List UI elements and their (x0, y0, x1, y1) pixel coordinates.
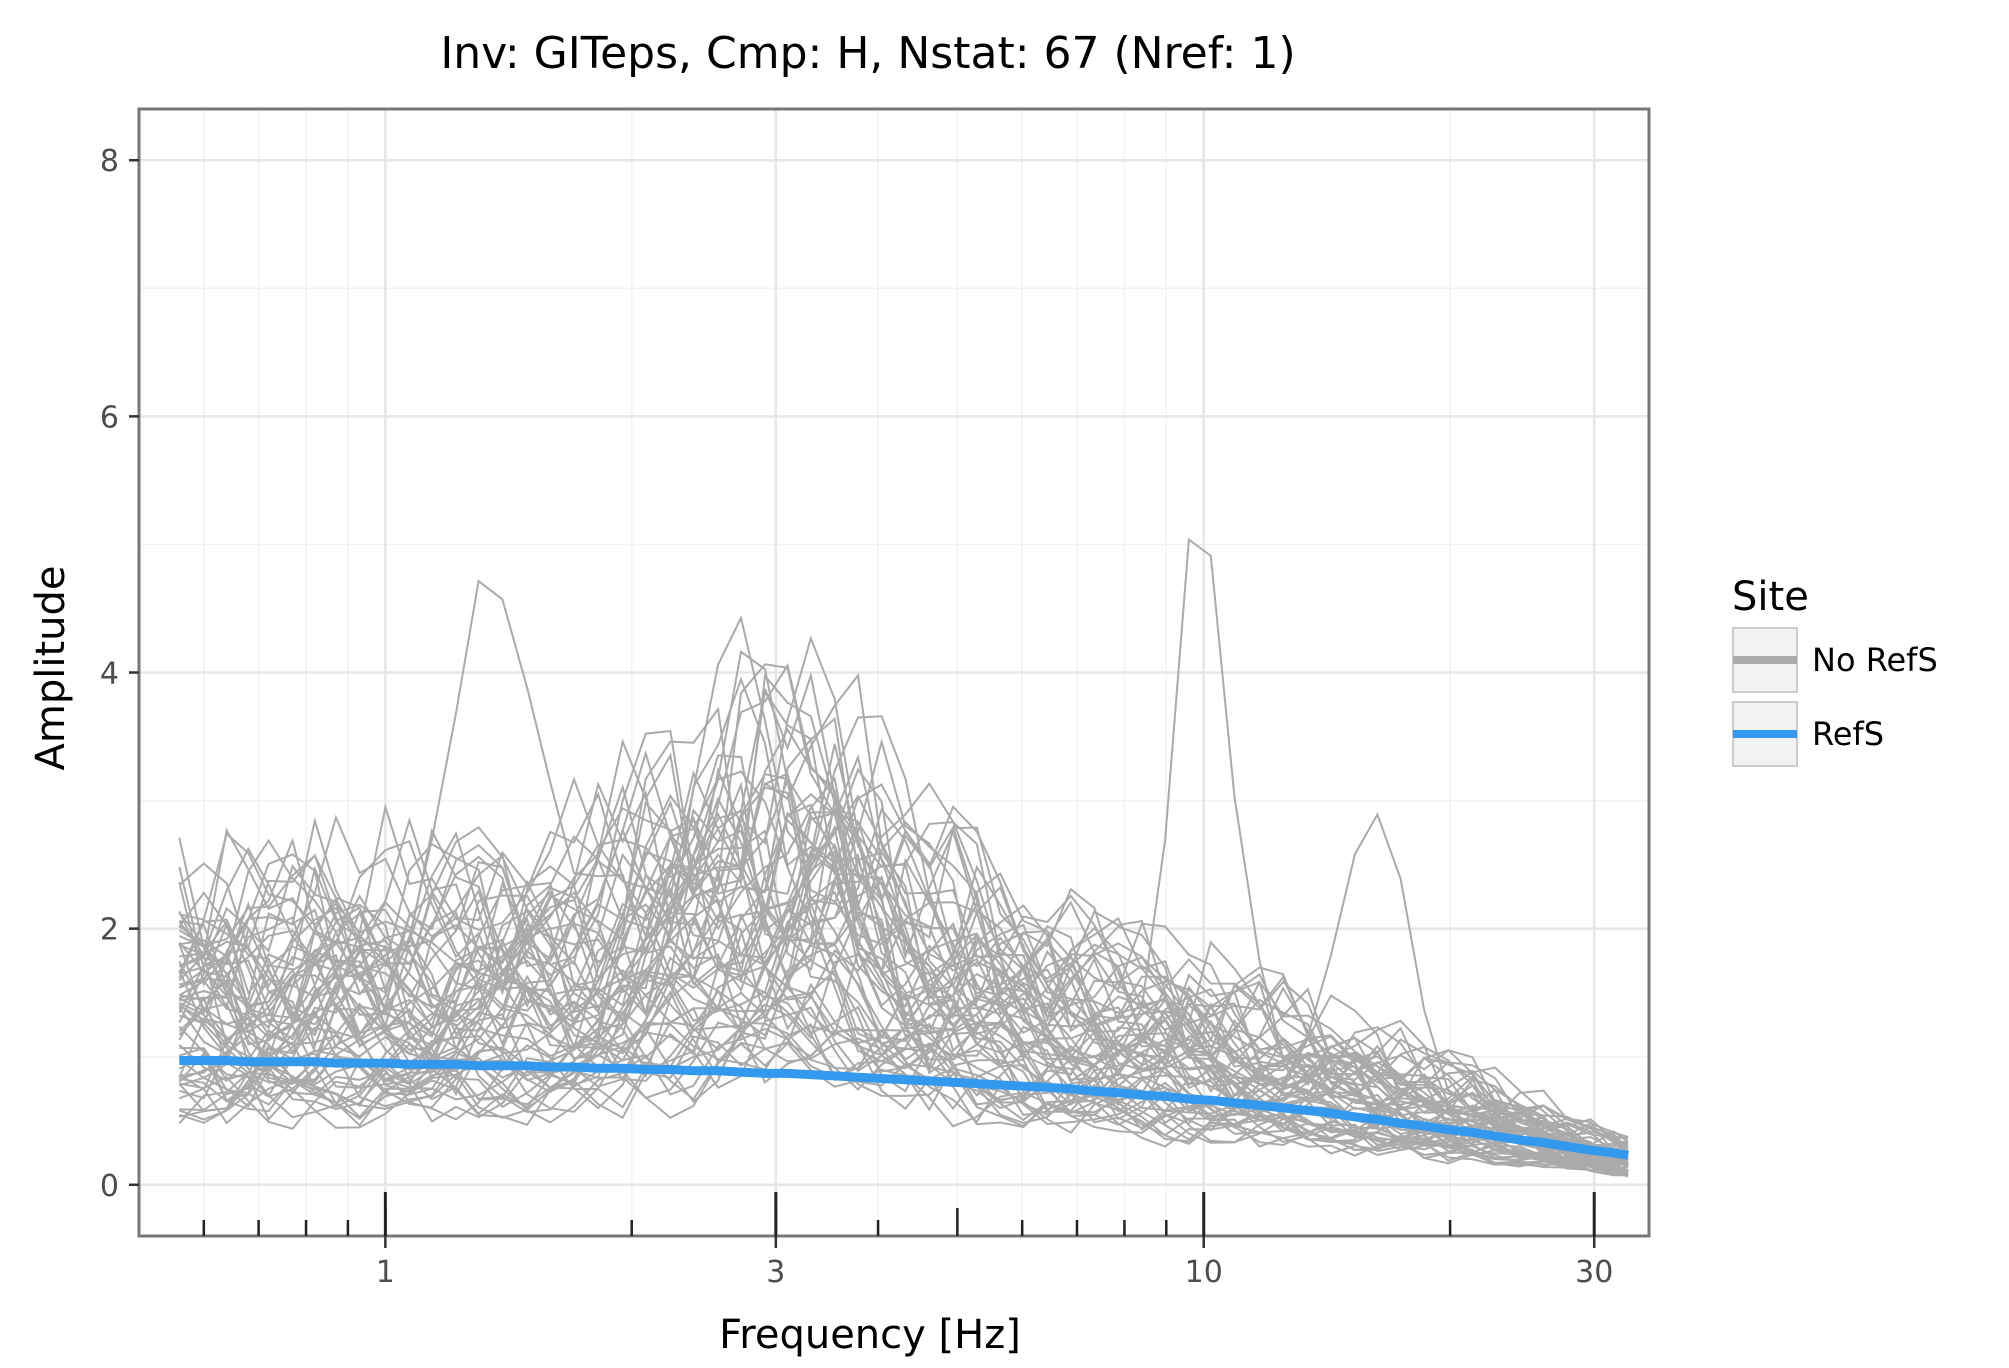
chart-title: Inv: GITeps, Cmp: H, Nstat: 67 (Nref: 1) (440, 28, 1295, 79)
no-refs-station-line (179, 772, 1629, 1153)
series-line-refs (179, 1056, 1629, 1160)
x-tick-label: 30 (1575, 1255, 1613, 1290)
y-tick-label: 6 (100, 400, 119, 435)
y-tick-label: 2 (100, 913, 119, 948)
no-refs-station-line (178, 673, 1629, 1152)
x-tick-label: 10 (1185, 1255, 1223, 1290)
no-refs-station-line (179, 995, 1629, 1172)
no-refs-station-line (179, 796, 1629, 1164)
no-refs-station-line (178, 689, 1629, 1152)
legend-label: RefS (1812, 715, 1884, 753)
x-axis: 1 3 10 30 (202, 1192, 1613, 1290)
y-axis-label: Amplitude (28, 566, 74, 771)
y-axis: 0 2 4 6 8 (100, 144, 139, 1204)
y-tick-label: 8 (100, 144, 119, 179)
no-refs-station-line (179, 614, 1629, 1153)
x-tick-label: 3 (766, 1255, 785, 1290)
no-refs-station-line (179, 1021, 1629, 1171)
no-refs-station-line (178, 650, 1629, 1155)
data-series (179, 1056, 1629, 1160)
no-refs-station-line (179, 1021, 1629, 1173)
x-axis-label: Frequency [Hz] (719, 1312, 1021, 1358)
major-grid (139, 109, 1649, 1236)
no-refs-station-line (178, 890, 1629, 1167)
no-refs-station-line (178, 662, 1629, 1150)
y-tick-label: 0 (100, 1169, 119, 1204)
no-refs-station-line (179, 754, 1629, 1166)
no-refs-station-line (178, 671, 1629, 1139)
y-tick-label: 4 (100, 657, 119, 692)
no-refs-station-line (179, 743, 1629, 1153)
no-refs-station-line (178, 635, 1629, 1147)
no-refs-station-line (178, 1006, 1629, 1172)
legend-title: Site (1732, 574, 1809, 620)
legend-label: No RefS (1812, 641, 1938, 679)
x-tick-label: 1 (376, 1255, 395, 1290)
no-refs-station-line (179, 935, 1629, 1166)
